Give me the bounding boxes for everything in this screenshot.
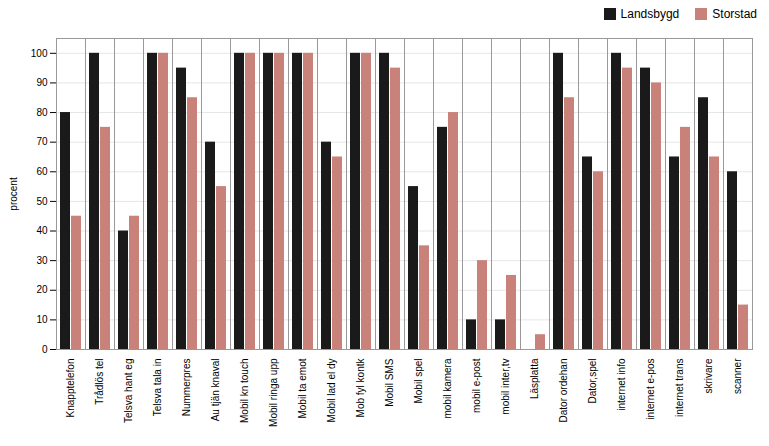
svg-text:Mobil ta emot: Mobil ta emot: [297, 358, 308, 418]
svg-text:mobil e-post: mobil e-post: [471, 358, 482, 413]
svg-text:scanner: scanner: [732, 358, 743, 394]
svg-text:30: 30: [36, 255, 48, 266]
svg-text:Mobil lad el dy: Mobil lad el dy: [326, 359, 337, 423]
svg-text:20: 20: [36, 284, 48, 295]
svg-text:Telsva tala in: Telsva tala in: [152, 359, 163, 417]
html-text:Storstad: Storstad: [712, 7, 757, 21]
svg-text:Au tjän knaval: Au tjän knaval: [210, 359, 221, 422]
svg-text:internet trans: internet trans: [674, 359, 685, 417]
svg-text:mobil kamera: mobil kamera: [442, 358, 453, 418]
svg-text:mobil inter,tv: mobil inter,tv: [500, 359, 511, 415]
svg-text:Nummerpres: Nummerpres: [181, 359, 192, 417]
svg-text:skrivare: skrivare: [703, 358, 714, 393]
svg-text:procent: procent: [8, 177, 19, 211]
svg-text:10: 10: [36, 314, 48, 325]
svg-text:Mobil kn touch: Mobil kn touch: [239, 359, 250, 423]
svg-text:100: 100: [31, 48, 48, 59]
svg-text:Dator ordehan: Dator ordehan: [558, 359, 569, 423]
html-text:Landsbygd: Landsbygd: [620, 7, 680, 21]
svg-text:Mobil spel: Mobil spel: [413, 359, 424, 404]
svg-text:70: 70: [36, 136, 48, 147]
svg-text:0: 0: [42, 344, 48, 355]
svg-text:80: 80: [36, 107, 48, 118]
svg-text:60: 60: [36, 166, 48, 177]
svg-text:Läsplatta: Läsplatta: [529, 358, 540, 399]
svg-text:40: 40: [36, 225, 48, 236]
svg-text:Telsva hant eg: Telsva hant eg: [123, 359, 134, 424]
svg-text:Mobil SMS: Mobil SMS: [384, 358, 395, 407]
svg-text:internet info: internet info: [616, 358, 627, 411]
svg-text:50: 50: [36, 196, 48, 207]
svg-text:90: 90: [36, 77, 48, 88]
svg-text:Dator,spel: Dator,spel: [587, 359, 598, 404]
svg-text:Knapptelefon: Knapptelefon: [65, 359, 76, 418]
svg-text:Mob fyl kontk: Mob fyl kontk: [355, 358, 366, 418]
svg-text:Mobil ringa upp: Mobil ringa upp: [268, 358, 279, 427]
svg-text:internet e-pos: internet e-pos: [645, 359, 656, 420]
svg-text:Trådlös tel: Trådlös tel: [94, 359, 105, 405]
